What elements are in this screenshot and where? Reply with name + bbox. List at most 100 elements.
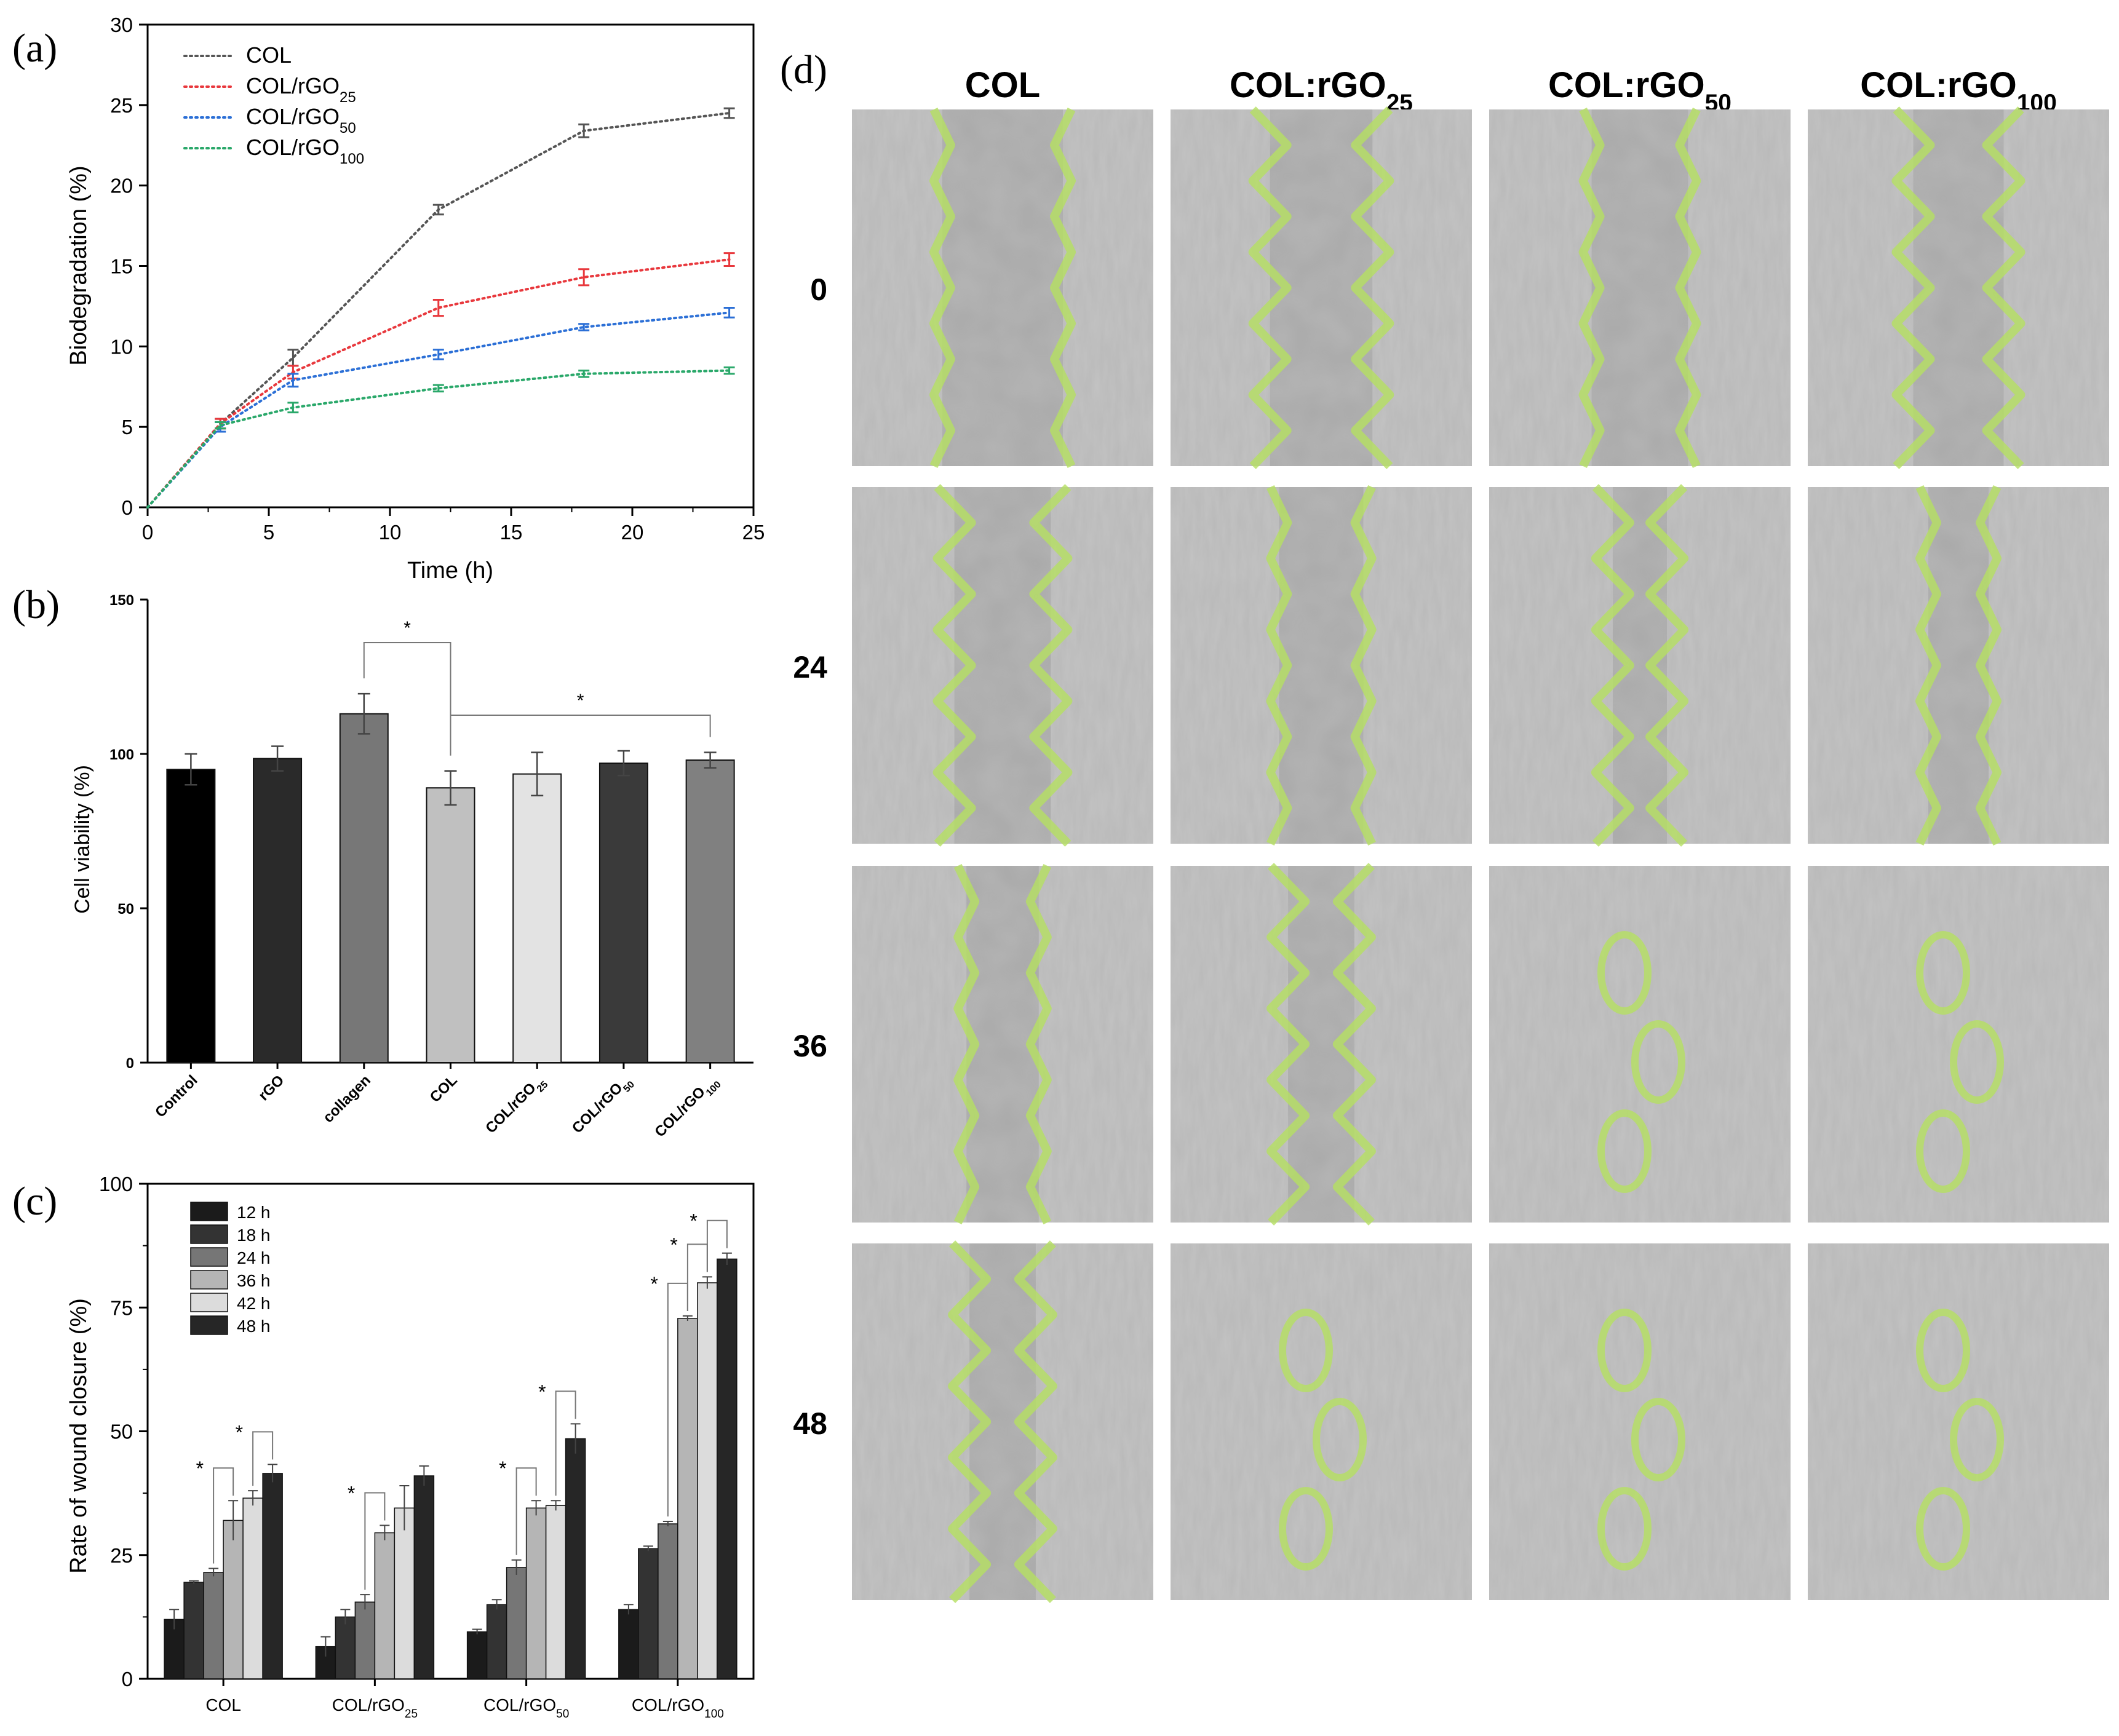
micrograph-column-title: COL	[965, 65, 1040, 105]
chart-a-legend-label-main: COL/rGO	[246, 135, 340, 160]
chart-a-ylabel: Biodegradation (%)	[66, 165, 92, 365]
chart-c-bar	[242, 1497, 263, 1679]
chart-b-bar	[685, 759, 735, 1064]
wound-edge-outline	[1982, 106, 2026, 469]
chart-a-ytick-label: 0	[122, 496, 133, 519]
chart-b-bar	[512, 773, 562, 1063]
wound-remnant-outline	[1916, 1109, 1970, 1193]
micrograph-image	[1171, 1243, 1472, 1600]
chart-b-ytick-label: 100	[109, 747, 134, 763]
chart-a-legend-label-sub: 25	[340, 89, 356, 106]
chart-c-significance-label: *	[236, 1421, 243, 1443]
chart-c-bar	[203, 1572, 224, 1679]
wound-remnant-outline	[1916, 1309, 1970, 1392]
chart-c-bar	[677, 1318, 698, 1679]
chart-c-significance-label: *	[196, 1457, 204, 1480]
chart-b-category-label: rGO	[255, 1072, 287, 1104]
chart-c-legend-label: 42 h	[237, 1294, 271, 1313]
micrograph-row-label: 48	[793, 1406, 827, 1441]
chart-a-xtick-label: 5	[263, 521, 274, 544]
chart-b-bar	[339, 713, 389, 1063]
chart-c-category-label: COL/rGO100	[632, 1695, 724, 1721]
chart-c-category-label-sub: 100	[704, 1708, 724, 1721]
wound-edge-outline	[1350, 485, 1377, 846]
wound-edge-outline	[1645, 484, 1689, 847]
chart-c-legend-swatch	[190, 1315, 228, 1335]
micrograph-wound-gap-shade	[1288, 866, 1354, 1223]
chart-c-bar	[354, 1601, 376, 1679]
chart-a-ytick-label: 25	[110, 94, 133, 117]
chart-c-significance-bracket	[706, 1219, 728, 1272]
chart-a-series-line	[146, 111, 731, 509]
chart-c-legend: 12 h 18 h 24 h 36 h 42 h 48 h	[190, 1202, 271, 1336]
chart-c-bar	[335, 1616, 356, 1679]
wound-edge-outline	[1332, 863, 1376, 1226]
wound-remnant-outline	[1950, 1398, 2004, 1481]
chart-c-legend-label: 18 h	[237, 1226, 271, 1245]
chart-c-bar	[394, 1507, 415, 1679]
chart-c-ytick-label: 25	[110, 1544, 133, 1567]
chart-c-ytick-label: 50	[110, 1421, 133, 1443]
micrograph-column-title-main: COL:rGO	[1230, 65, 1386, 105]
chart-b-category-label: COL	[427, 1072, 461, 1106]
chart-a-xtick-label: 0	[142, 521, 153, 544]
chart-c-significance-label: *	[650, 1273, 658, 1295]
chart-a-xlabel: Time (h)	[407, 558, 493, 584]
chart-c-bar	[565, 1438, 586, 1679]
chart-a-xtick-label: 10	[379, 521, 402, 544]
micrograph-image	[1171, 485, 1472, 846]
chart-c-legend-label: 12 h	[237, 1203, 271, 1222]
chart-c-legend-swatch	[190, 1293, 228, 1312]
chart-c-category-label: COL/rGO50	[483, 1695, 569, 1721]
wound-edge-outline	[948, 1240, 992, 1603]
chart-a-series-line	[146, 311, 731, 509]
micrograph-image	[1171, 863, 1472, 1226]
chart-b-category-label-main: COL	[427, 1072, 461, 1106]
chart-c-bar	[374, 1532, 396, 1679]
wound-edge-outline	[932, 484, 976, 847]
chart-a-frame	[146, 23, 755, 509]
chart-c-significance-bracket	[364, 1492, 386, 1590]
chart-b-category-label-main: COL/rGO	[569, 1080, 626, 1137]
wound-remnant-outline	[1597, 1109, 1652, 1193]
micrograph-row-label: 0	[810, 272, 827, 307]
wound-edge-outline	[1675, 107, 1701, 469]
chart-b-ytick-label: 0	[126, 1055, 134, 1072]
chart-b-category-label: COL/rGO100	[651, 1072, 723, 1143]
wound-edge-outline	[953, 863, 980, 1225]
chart-c-legend-label: 24 h	[237, 1248, 271, 1267]
micrograph-wound-gap-shade	[969, 1243, 1036, 1600]
micrograph-image	[1489, 866, 1791, 1223]
wound-remnant-outline	[1597, 1487, 1652, 1571]
wound-edge-outline	[1591, 484, 1634, 847]
micrograph-image	[852, 107, 1153, 469]
chart-b-category-label-main: collagen	[320, 1072, 374, 1126]
wound-edge-outline	[1025, 863, 1052, 1225]
chart-c-legend-swatch	[190, 1202, 228, 1221]
wound-edge-outline	[1578, 107, 1605, 469]
chart-c-category-label: COL	[205, 1695, 241, 1714]
chart-c-legend-label: 48 h	[237, 1317, 271, 1336]
wound-edge-outline	[1976, 485, 2002, 846]
chart-b-bar	[166, 769, 216, 1063]
wound-remnant-outline	[1916, 1487, 1970, 1571]
chart-c-significance-label: *	[499, 1457, 506, 1480]
chart-b-significance-bracket	[450, 715, 711, 756]
chart-c-bar	[506, 1567, 527, 1679]
chart-b-significance-label: *	[404, 618, 411, 638]
chart-c-bar	[223, 1520, 244, 1679]
chart-a-ytick-label: 30	[110, 14, 133, 36]
chart-a-ytick-label: 5	[122, 416, 133, 438]
chart-c-bar	[183, 1582, 204, 1679]
wound-edge-outline	[1351, 106, 1394, 469]
wound-remnant-outline	[1916, 931, 1970, 1015]
chart-a-legend-label: COL/rGO25	[246, 73, 356, 106]
chart-c-significance-bracket	[555, 1390, 576, 1496]
micrograph-image	[852, 863, 1153, 1225]
chart-a-ytick-label: 10	[110, 335, 133, 358]
chart-a-legend-label-sub: 100	[340, 151, 364, 167]
wound-remnant-outline	[1631, 1398, 1685, 1481]
chart-c-category-label: COL/rGO25	[332, 1695, 418, 1721]
